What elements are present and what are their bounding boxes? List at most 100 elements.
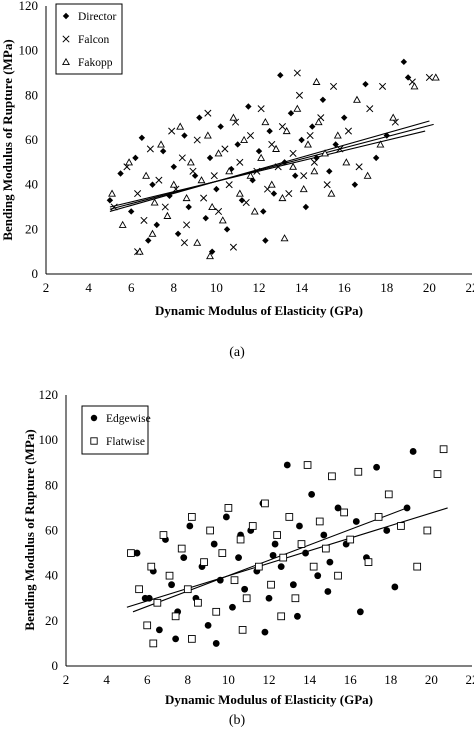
panel-a-falcon-point xyxy=(161,203,169,211)
panel-b-flatwise-point xyxy=(297,540,306,548)
panel-a-x-tick-label: 12 xyxy=(253,280,266,295)
panel-b-edgewise-point xyxy=(145,594,153,602)
panel-a-falcon-point xyxy=(425,73,433,82)
panel-a-director-point xyxy=(372,154,380,162)
panel-a-fakopp-point xyxy=(142,171,151,179)
panel-b-flatwise-point xyxy=(273,531,281,539)
panel-a-fakopp-point xyxy=(310,167,319,175)
panel-b-flatwise-point xyxy=(153,598,162,607)
panel-a-director-point xyxy=(196,114,203,121)
panel-b-edgewise-point xyxy=(222,513,230,521)
panel-a-falcon-point xyxy=(306,131,314,140)
panel-b-edgewise-point xyxy=(172,635,180,643)
panel-b-x-tick-label: 6 xyxy=(144,672,151,687)
panel-a-falcon-point xyxy=(257,105,265,113)
panel-a-fakopp-point xyxy=(214,149,223,157)
panel-a-director-point xyxy=(223,226,231,233)
panel-a-director-point xyxy=(298,136,305,144)
panel-a-fakopp-point xyxy=(261,118,270,126)
panel-a-falcon-point xyxy=(168,127,176,135)
panel-b-flatwise-point xyxy=(364,558,373,566)
panel-a-chart: 2 4 6 8 10 12 14 16 18 20 22 0 20 40 60 80 100 120 Direct… xyxy=(0,0,474,360)
panel-a-legend-director-label: Director xyxy=(78,11,116,23)
panel-a-director-point xyxy=(281,159,288,166)
panel-b-flatwise-point xyxy=(397,522,405,530)
panel-b-edgewise-point xyxy=(283,461,291,469)
panel-b-edgewise-point xyxy=(271,540,279,548)
panel-b-flatwise-point xyxy=(346,535,355,544)
panel-a-falcon-point xyxy=(146,145,154,153)
panel-a-director-point xyxy=(217,123,224,130)
panel-b-edgewise-point xyxy=(296,522,303,530)
panel-b-edgewise-point xyxy=(320,531,328,539)
panel-a-fakopp-point xyxy=(163,211,172,219)
panel-a-director-point xyxy=(326,168,333,175)
panel-a-fakopp-point xyxy=(240,135,249,144)
panel-a-x-tick-label: 6 xyxy=(128,280,135,295)
panel-b-edgewise-point xyxy=(155,626,163,634)
panel-a-fakopp-point xyxy=(157,140,165,148)
panel-b-x-tick-label: 20 xyxy=(425,672,438,687)
panel-a-fakopp-point xyxy=(250,207,259,215)
panel-a-falcon-point xyxy=(200,194,208,202)
panel-a-falcon-point xyxy=(285,190,293,198)
panel-a-legend-falcon-marker xyxy=(62,35,70,43)
panel-b-flatwise-point xyxy=(236,535,245,544)
panel-b-flatwise-point xyxy=(433,470,442,478)
panel-b-chart: 2 4 6 8 10 12 14 16 18 20 22 0 20 40 60 80 100 120 Edgewi… xyxy=(22,387,474,728)
panel-b-flatwise-point xyxy=(439,445,448,454)
panel-a-x-tick-label: 10 xyxy=(210,280,223,295)
panel-a-falcon-fit-line xyxy=(109,123,434,210)
panel-a-falcon-point xyxy=(289,149,297,157)
panel-a-fakopp-point xyxy=(135,247,144,255)
panel-b-flatwise-point xyxy=(149,639,158,648)
panel-a-fakopp-point xyxy=(235,189,244,197)
panel-b-flatwise-point xyxy=(242,594,251,603)
panel-b-y-tick-label: 120 xyxy=(39,387,59,402)
panel-a-fakopp-point xyxy=(280,234,289,242)
panel-b-flatwise-point xyxy=(374,513,383,521)
panel-b-flatwise-point xyxy=(321,544,330,553)
panel-b-edgewise-point xyxy=(180,554,188,561)
panel-a-director-point xyxy=(292,172,299,179)
panel-b-flatwise-point xyxy=(143,621,152,630)
panel-a-fakopp-point xyxy=(169,180,178,188)
panel-a-falcon-point xyxy=(183,221,191,229)
panel-a-director-point xyxy=(245,103,252,110)
panel-b-x-tick-label: 14 xyxy=(303,672,317,687)
panel-b-x-tick-label: 16 xyxy=(344,672,358,687)
panel-b-x-axis-label: Dynamic Modulus of Elasticity (GPa) xyxy=(165,692,373,707)
panel-a-legend-director-marker xyxy=(62,12,70,20)
panel-a-director-point xyxy=(262,237,269,244)
panel-a-fakopp-point xyxy=(218,216,227,224)
panel-a-y-tick-label: 60 xyxy=(25,132,38,147)
panel-a-fakopp-point xyxy=(272,144,281,152)
panel-a-falcon-point xyxy=(214,207,223,216)
panel-b-x-tick-label: 22 xyxy=(466,672,474,687)
panel-b-flatwise-point xyxy=(238,626,247,634)
panel-a-director-point xyxy=(238,197,246,204)
panel-a-y-tick-label: 40 xyxy=(25,177,38,192)
panel-a-director-point xyxy=(309,123,316,130)
panel-a-fakopp-point xyxy=(225,167,234,175)
panel-b-edgewise-point xyxy=(334,504,342,512)
panel-a-director-point xyxy=(206,154,214,162)
panel-a-director-point xyxy=(313,154,320,162)
panel-a-director-point xyxy=(106,197,114,204)
panel-b-edgewise-point xyxy=(186,522,194,530)
panel-b-flatwise-point xyxy=(194,598,202,607)
panel-b-flatwise-point xyxy=(127,549,135,557)
panel-a-director-point xyxy=(153,221,160,229)
panel-a-falcon-point xyxy=(110,203,118,211)
panel-b-edgewise-point xyxy=(229,603,236,611)
panel-a-y-axis-label: Bending Modulus of Rupture (MPa) xyxy=(0,39,15,240)
panel-a-director-point xyxy=(170,163,177,170)
panel-a-x-tick-label: 20 xyxy=(423,280,436,295)
panel-a-falcon-point xyxy=(274,163,282,171)
panel-b-edgewise-point xyxy=(212,640,220,647)
panel-a-y-tick-label: 80 xyxy=(25,87,38,102)
panel-b-flatwise-point xyxy=(413,562,422,571)
panel-b-legend-box xyxy=(81,405,149,455)
panel-a-fakopp-fit-line xyxy=(109,130,426,208)
panel-a-falcon-point xyxy=(134,190,142,198)
